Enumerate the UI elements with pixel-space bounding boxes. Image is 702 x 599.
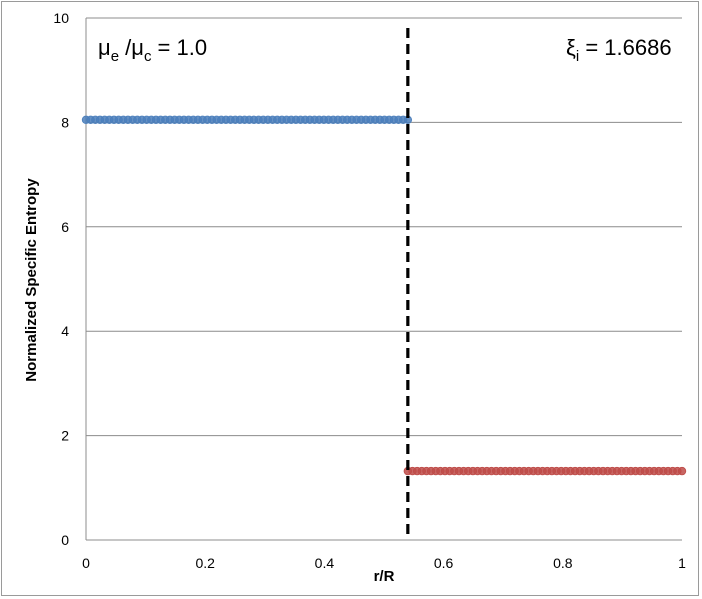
y-axis-title: Normalized Specific Entropy [23, 178, 40, 382]
x-tick-label-3: 0.6 [434, 555, 454, 571]
mu-ratio-value: = 1.0 [151, 35, 207, 60]
x-tick-label-1: 0.2 [195, 555, 215, 571]
x-tick-label-0: 0 [82, 555, 90, 571]
x-tick-label-2: 0.4 [315, 555, 335, 571]
xi-subscript: i [576, 48, 579, 65]
y-tick-label-0: 0 [61, 532, 69, 548]
series-0 [81, 115, 413, 124]
grid-lines [85, 17, 682, 541]
y-tick-label-1: 2 [61, 428, 69, 444]
y-tick-label-2: 4 [61, 323, 69, 339]
y-tick-label-3: 6 [61, 219, 69, 235]
y-tick-label-5: 10 [53, 10, 69, 26]
data-series [81, 115, 687, 476]
xi-annotation: ξi = 1.6686 [566, 35, 672, 65]
series-1-point [677, 466, 687, 476]
x-tick-label-5: 1 [678, 555, 686, 571]
mu-c-symbol: /μ [119, 35, 144, 60]
xi-value: = 1.6686 [579, 35, 671, 60]
y-tick-labels: 0 2 4 6 8 10 [53, 10, 69, 548]
mu-e-symbol: μ [98, 35, 111, 60]
xi-symbol: ξ [566, 35, 576, 60]
y-tick-label-4: 8 [61, 114, 69, 130]
x-tick-label-4: 0.8 [553, 555, 573, 571]
x-tick-labels: 0 0.2 0.4 0.6 0.8 1 [82, 555, 686, 571]
mu-e-subscript: e [111, 48, 119, 65]
x-axis-title: r/R [374, 568, 395, 585]
mu-ratio-annotation: μe /μc = 1.0 [98, 35, 207, 65]
series-1 [403, 466, 687, 476]
mu-c-subscript: c [144, 48, 152, 65]
